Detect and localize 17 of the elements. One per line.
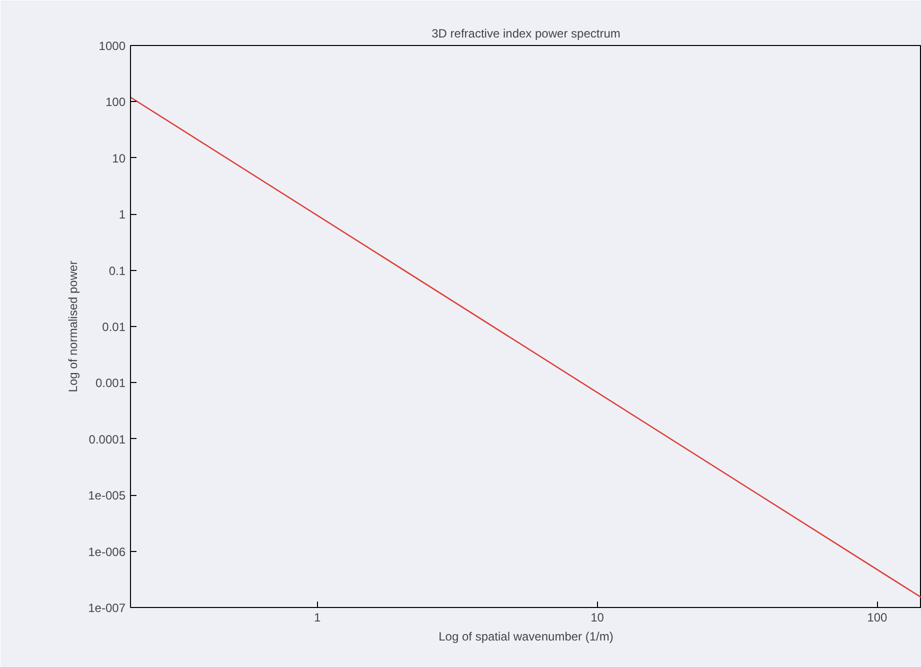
- y-tick-label: 1e-006: [88, 544, 126, 559]
- y-tick-label: 100: [105, 95, 126, 110]
- y-tick-label: 10: [112, 151, 126, 166]
- y-tick-label: 1000: [98, 39, 126, 53]
- x-tick-label: 10: [590, 610, 604, 624]
- y-tick-label: 0.001: [95, 376, 126, 390]
- y-axis-title: Log of normalised power: [66, 260, 80, 392]
- y-tick-label: 1e-007: [88, 601, 126, 615]
- y-tick-label: 0.0001: [88, 432, 126, 446]
- chart-title: 3D refractive index power spectrum: [432, 26, 620, 40]
- x-axis-title: Log of spatial wavenumber (1/m): [438, 630, 614, 644]
- y-tick-label: 0.1: [108, 264, 126, 278]
- x-tick-label: 100: [867, 610, 888, 624]
- y-tick-label: 1e-005: [88, 488, 126, 503]
- y-tick-label: 1: [118, 208, 126, 222]
- x-tick-label: 1: [314, 610, 322, 624]
- y-tick-label: 0.01: [102, 320, 126, 334]
